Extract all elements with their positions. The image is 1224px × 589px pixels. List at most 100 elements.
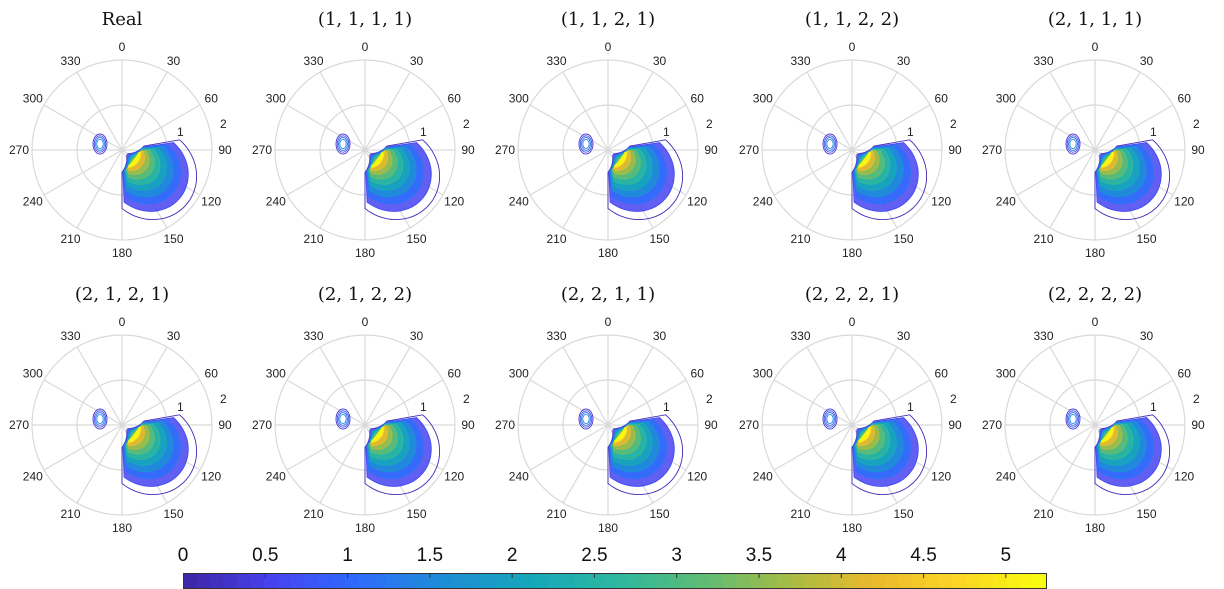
angular-grid-line <box>806 71 853 151</box>
colorbar-segment <box>183 573 198 589</box>
angle-tick-label: 150 <box>893 507 913 521</box>
colorbar-segment <box>237 573 252 589</box>
angular-grid-line <box>607 346 654 426</box>
density-contour <box>1065 408 1081 430</box>
colorbar-segment <box>763 573 778 589</box>
panel-title: (2, 2, 2, 1) <box>804 284 900 305</box>
angle-tick-label: 0 <box>362 315 369 329</box>
angular-grid-line <box>806 149 853 229</box>
angle-tick-label: 240 <box>509 195 529 209</box>
angle-tick-label: 0 <box>119 40 126 54</box>
colorbar-segment <box>196 573 211 589</box>
colorbar-tick-label: 4.5 <box>910 545 937 566</box>
colorbar-segment <box>399 573 414 589</box>
colorbar-segment <box>304 573 319 589</box>
angle-tick-label: 60 <box>448 367 462 381</box>
radial-tick-label: 2 <box>463 392 470 406</box>
angular-grid-line <box>1094 346 1141 426</box>
angle-tick-label: 180 <box>598 521 618 535</box>
angle-tick-label: 210 <box>60 507 80 521</box>
angle-tick-label: 180 <box>355 521 375 535</box>
colorbar-segment <box>466 573 481 589</box>
colorbar-segment <box>331 573 346 589</box>
colorbar-tick-label: 3 <box>671 545 682 566</box>
polar-plot: 0 30 60 90 120 150 180 210 240 270 300 330 1 2 <box>739 40 962 260</box>
colorbar-segment <box>844 573 859 589</box>
density-contour <box>578 408 594 430</box>
density-contour <box>128 426 141 443</box>
panel-title: (1, 1, 1, 1) <box>317 9 413 30</box>
angle-tick-label: 270 <box>252 418 272 432</box>
density-contour <box>822 133 838 155</box>
radial-tick-label: 2 <box>220 117 227 131</box>
colorbar-segment <box>817 573 832 589</box>
angular-grid-line <box>364 379 444 426</box>
colorbar-segment <box>223 573 238 589</box>
angle-tick-label: 180 <box>355 246 375 260</box>
colorbar-segment <box>750 573 765 589</box>
radial-tick-label: 1 <box>177 125 184 139</box>
angle-tick-label: 90 <box>948 418 962 432</box>
angle-tick-label: 0 <box>849 40 856 54</box>
angle-tick-label: 60 <box>691 367 705 381</box>
angular-grid-line <box>286 379 366 426</box>
angular-grid-line <box>562 346 609 426</box>
angular-grid-line <box>43 424 123 471</box>
angle-tick-label: 240 <box>23 195 43 209</box>
colorbar-segment <box>507 573 522 589</box>
colorbar-segment <box>1033 573 1047 589</box>
colorbar-segment <box>898 573 913 589</box>
density-contour <box>95 412 105 426</box>
colorbar-segment <box>534 573 549 589</box>
polar-plot: 0 30 60 90 120 150 180 210 240 270 300 330 1 2 <box>252 40 475 260</box>
colorbar-segment <box>709 573 724 589</box>
angle-tick-label: 180 <box>1085 246 1105 260</box>
density-contour <box>93 410 107 428</box>
angle-tick-label: 150 <box>649 507 669 521</box>
angle-tick-label: 210 <box>790 507 810 521</box>
density-contour <box>1069 138 1077 150</box>
angular-grid-line <box>1049 71 1096 151</box>
angle-tick-label: 120 <box>201 195 221 209</box>
angular-grid-line <box>1094 71 1141 151</box>
density-contour <box>851 139 928 221</box>
angular-grid-line <box>286 104 366 151</box>
colorbar-segment <box>966 573 981 589</box>
colorbar-segment <box>264 573 279 589</box>
angular-grid-line <box>1016 379 1096 426</box>
colorbar-segment <box>601 573 616 589</box>
angle-tick-label: 240 <box>753 470 773 484</box>
density-contour <box>1066 410 1080 428</box>
angle-tick-label: 90 <box>1191 143 1205 157</box>
angular-grid-line <box>364 71 411 151</box>
angle-tick-label: 240 <box>509 470 529 484</box>
angle-tick-label: 180 <box>842 521 862 535</box>
angular-grid-line <box>529 104 609 151</box>
angular-grid-line <box>562 149 609 229</box>
angle-tick-label: 120 <box>444 470 464 484</box>
density-contour <box>858 426 871 443</box>
angle-tick-label: 240 <box>996 470 1016 484</box>
density-contour <box>339 138 347 150</box>
density-contour <box>614 151 627 168</box>
angle-tick-label: 30 <box>410 329 424 343</box>
angle-tick-label: 210 <box>1033 507 1053 521</box>
angular-grid-line <box>851 346 898 426</box>
colorbar-segment <box>372 573 387 589</box>
panel-title: (2, 1, 1, 1) <box>1047 9 1143 30</box>
colorbar-segment <box>358 573 373 589</box>
angular-grid-line <box>319 346 366 426</box>
angle-tick-label: 120 <box>201 470 221 484</box>
radial-tick-label: 1 <box>1150 125 1157 139</box>
angular-grid-line <box>851 104 931 151</box>
angle-tick-label: 300 <box>996 367 1016 381</box>
density-contour <box>1068 137 1078 151</box>
angle-tick-label: 330 <box>790 54 810 68</box>
angular-grid-line <box>806 424 853 504</box>
colorbar <box>183 573 1047 589</box>
angle-tick-label: 150 <box>163 507 183 521</box>
angular-grid-line <box>1049 346 1096 426</box>
angular-grid-line <box>43 149 123 196</box>
density-contour <box>607 414 684 496</box>
angular-grid-line <box>43 104 123 151</box>
